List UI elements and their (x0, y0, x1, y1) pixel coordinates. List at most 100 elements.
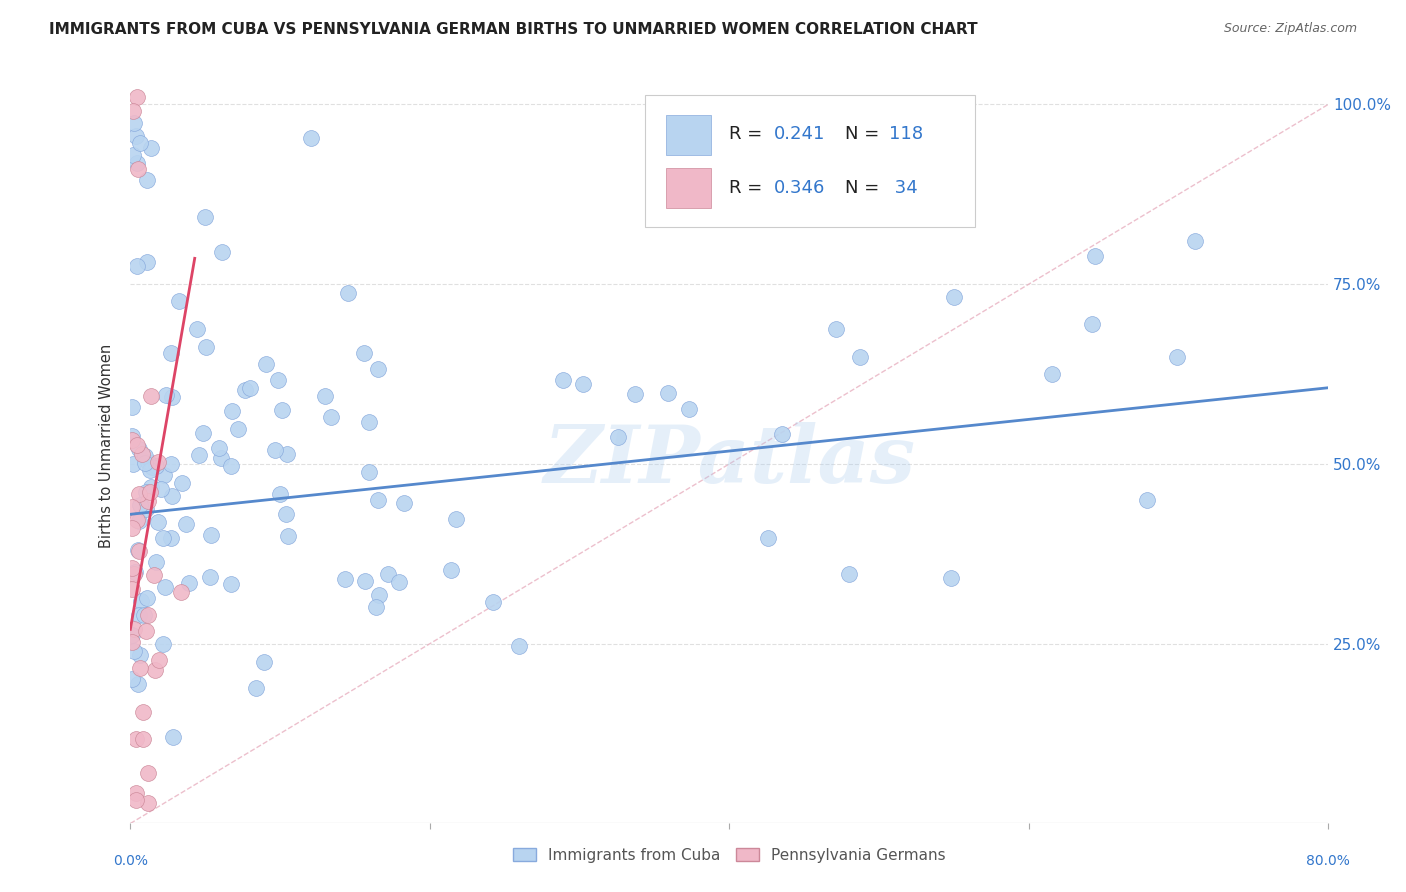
Point (219, 577, 242, 591)
Point (354, 574, 377, 589)
Point (121, 582, 143, 597)
Point (942, 290, 965, 304)
Point (364, 600, 387, 615)
Point (121, 627, 143, 641)
Point (276, 447, 298, 461)
Point (127, 677, 149, 691)
Text: 80.0%: 80.0% (1306, 854, 1350, 868)
Point (239, 382, 262, 396)
Point (245, 681, 267, 696)
Point (838, 566, 860, 581)
Text: Source: ZipAtlas.com: Source: ZipAtlas.com (1223, 22, 1357, 36)
Point (125, 437, 148, 451)
Text: N =: N = (845, 125, 886, 143)
Text: IMMIGRANTS FROM CUBA VS PENNSYLVANIA GERMAN BIRTHS TO UNMARRIED WOMEN CORRELATIO: IMMIGRANTS FROM CUBA VS PENNSYLVANIA GER… (49, 22, 977, 37)
Point (121, 400, 143, 414)
Point (136, 455, 159, 469)
Point (188, 448, 211, 462)
Point (139, 389, 162, 403)
Point (139, 484, 162, 499)
Text: R =: R = (730, 125, 768, 143)
Point (198, 570, 221, 584)
Point (1184, 234, 1206, 248)
Point (357, 465, 380, 479)
Point (254, 357, 277, 371)
Point (367, 588, 389, 602)
Point (394, 495, 416, 509)
Point (121, 634, 143, 648)
Point (159, 346, 181, 360)
Point (134, 449, 156, 463)
Text: ZIPatlas: ZIPatlas (543, 422, 915, 500)
Point (145, 554, 167, 568)
Point (124, 116, 146, 130)
Point (179, 575, 201, 590)
Point (253, 655, 276, 669)
Point (482, 595, 505, 609)
Point (367, 362, 389, 376)
Point (551, 373, 574, 387)
Point (321, 410, 343, 425)
Point (607, 430, 630, 444)
Point (127, 542, 149, 557)
Text: R =: R = (730, 179, 768, 197)
Point (193, 211, 215, 225)
Point (314, 389, 336, 403)
Point (136, 607, 159, 622)
Point (122, 567, 145, 582)
Point (135, 501, 157, 516)
Bar (666, 115, 711, 155)
Point (135, 624, 157, 638)
Point (226, 422, 249, 436)
Point (138, 765, 160, 780)
Point (377, 567, 399, 582)
Point (125, 732, 148, 747)
Point (124, 786, 146, 800)
Point (162, 390, 184, 404)
Point (132, 706, 155, 720)
Y-axis label: Births to Unmarried Women: Births to Unmarried Women (100, 344, 114, 548)
Point (299, 131, 322, 145)
Point (172, 475, 194, 490)
Point (209, 450, 232, 465)
Text: 0.0%: 0.0% (112, 854, 148, 868)
Point (124, 793, 146, 807)
Point (127, 161, 149, 176)
Point (128, 487, 150, 501)
FancyBboxPatch shape (645, 95, 974, 227)
Point (127, 259, 149, 273)
Point (125, 156, 148, 170)
Point (124, 565, 146, 579)
Point (150, 482, 173, 496)
Point (122, 643, 145, 657)
Point (125, 513, 148, 527)
Point (121, 521, 143, 535)
Point (367, 493, 389, 508)
Point (128, 648, 150, 662)
Point (143, 568, 166, 582)
Point (357, 415, 380, 429)
Point (167, 293, 190, 308)
Point (825, 322, 848, 336)
Point (122, 104, 145, 119)
Point (121, 672, 143, 686)
Point (269, 486, 291, 500)
Point (143, 663, 166, 677)
Point (121, 560, 143, 574)
Point (135, 484, 157, 499)
Point (122, 147, 145, 161)
Point (152, 531, 174, 545)
Point (335, 572, 357, 586)
Point (129, 594, 152, 608)
Point (129, 498, 152, 512)
Point (146, 455, 169, 469)
Point (121, 500, 143, 514)
Point (139, 463, 162, 477)
Point (941, 571, 963, 585)
Point (264, 442, 287, 457)
Point (444, 512, 467, 526)
Point (270, 403, 292, 417)
Point (155, 388, 177, 402)
Point (388, 574, 411, 589)
Point (128, 544, 150, 558)
